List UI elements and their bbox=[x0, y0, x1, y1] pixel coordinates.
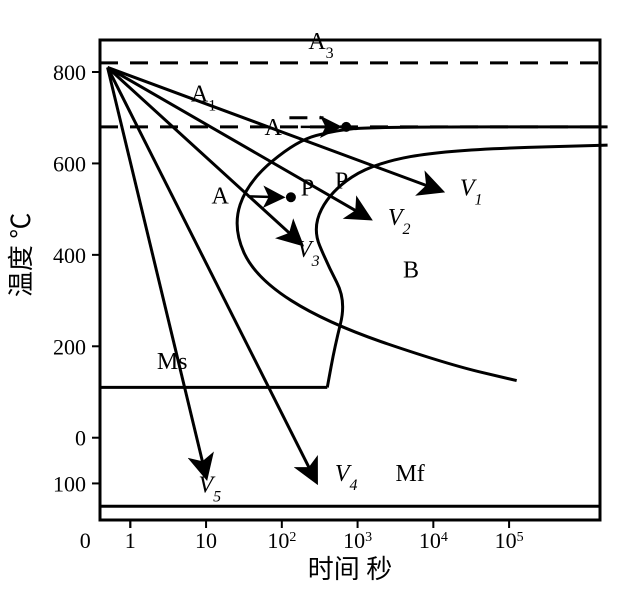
P-mid: P bbox=[301, 175, 314, 201]
y-tick-label: 200 bbox=[53, 334, 86, 359]
x-axis-label: 时间 秒 bbox=[308, 555, 393, 584]
y-tick-label: 600 bbox=[53, 151, 86, 176]
x-tick-label: 1 bbox=[125, 528, 136, 553]
y-tick-label: 0 bbox=[75, 426, 86, 451]
A-to-P-mid-arrow bbox=[248, 196, 282, 197]
Ms-label: Ms bbox=[157, 349, 188, 375]
y-tick-label: 400 bbox=[53, 243, 86, 268]
A-to-P-mid-A: A bbox=[211, 183, 229, 209]
cct-chart: 8006004002000100温度 ℃0110102103104105时间 秒… bbox=[0, 0, 640, 609]
chart-bg bbox=[0, 0, 640, 609]
B-label: B bbox=[403, 258, 419, 284]
x-tick-label: 10 bbox=[195, 528, 217, 553]
A-to-P-mid-dot bbox=[286, 192, 296, 202]
y-tick-label: 100 bbox=[53, 471, 86, 496]
Mf-label: Mf bbox=[395, 461, 424, 487]
A-to-dot-upper-dot bbox=[341, 122, 351, 132]
y-tick-label: 800 bbox=[53, 60, 86, 85]
A-to-dot-upper-A: A bbox=[264, 115, 282, 141]
P-right: P bbox=[335, 169, 348, 195]
y-axis-label: 温度 ℃ bbox=[7, 213, 36, 298]
x-tick-label: 0 bbox=[80, 528, 91, 553]
